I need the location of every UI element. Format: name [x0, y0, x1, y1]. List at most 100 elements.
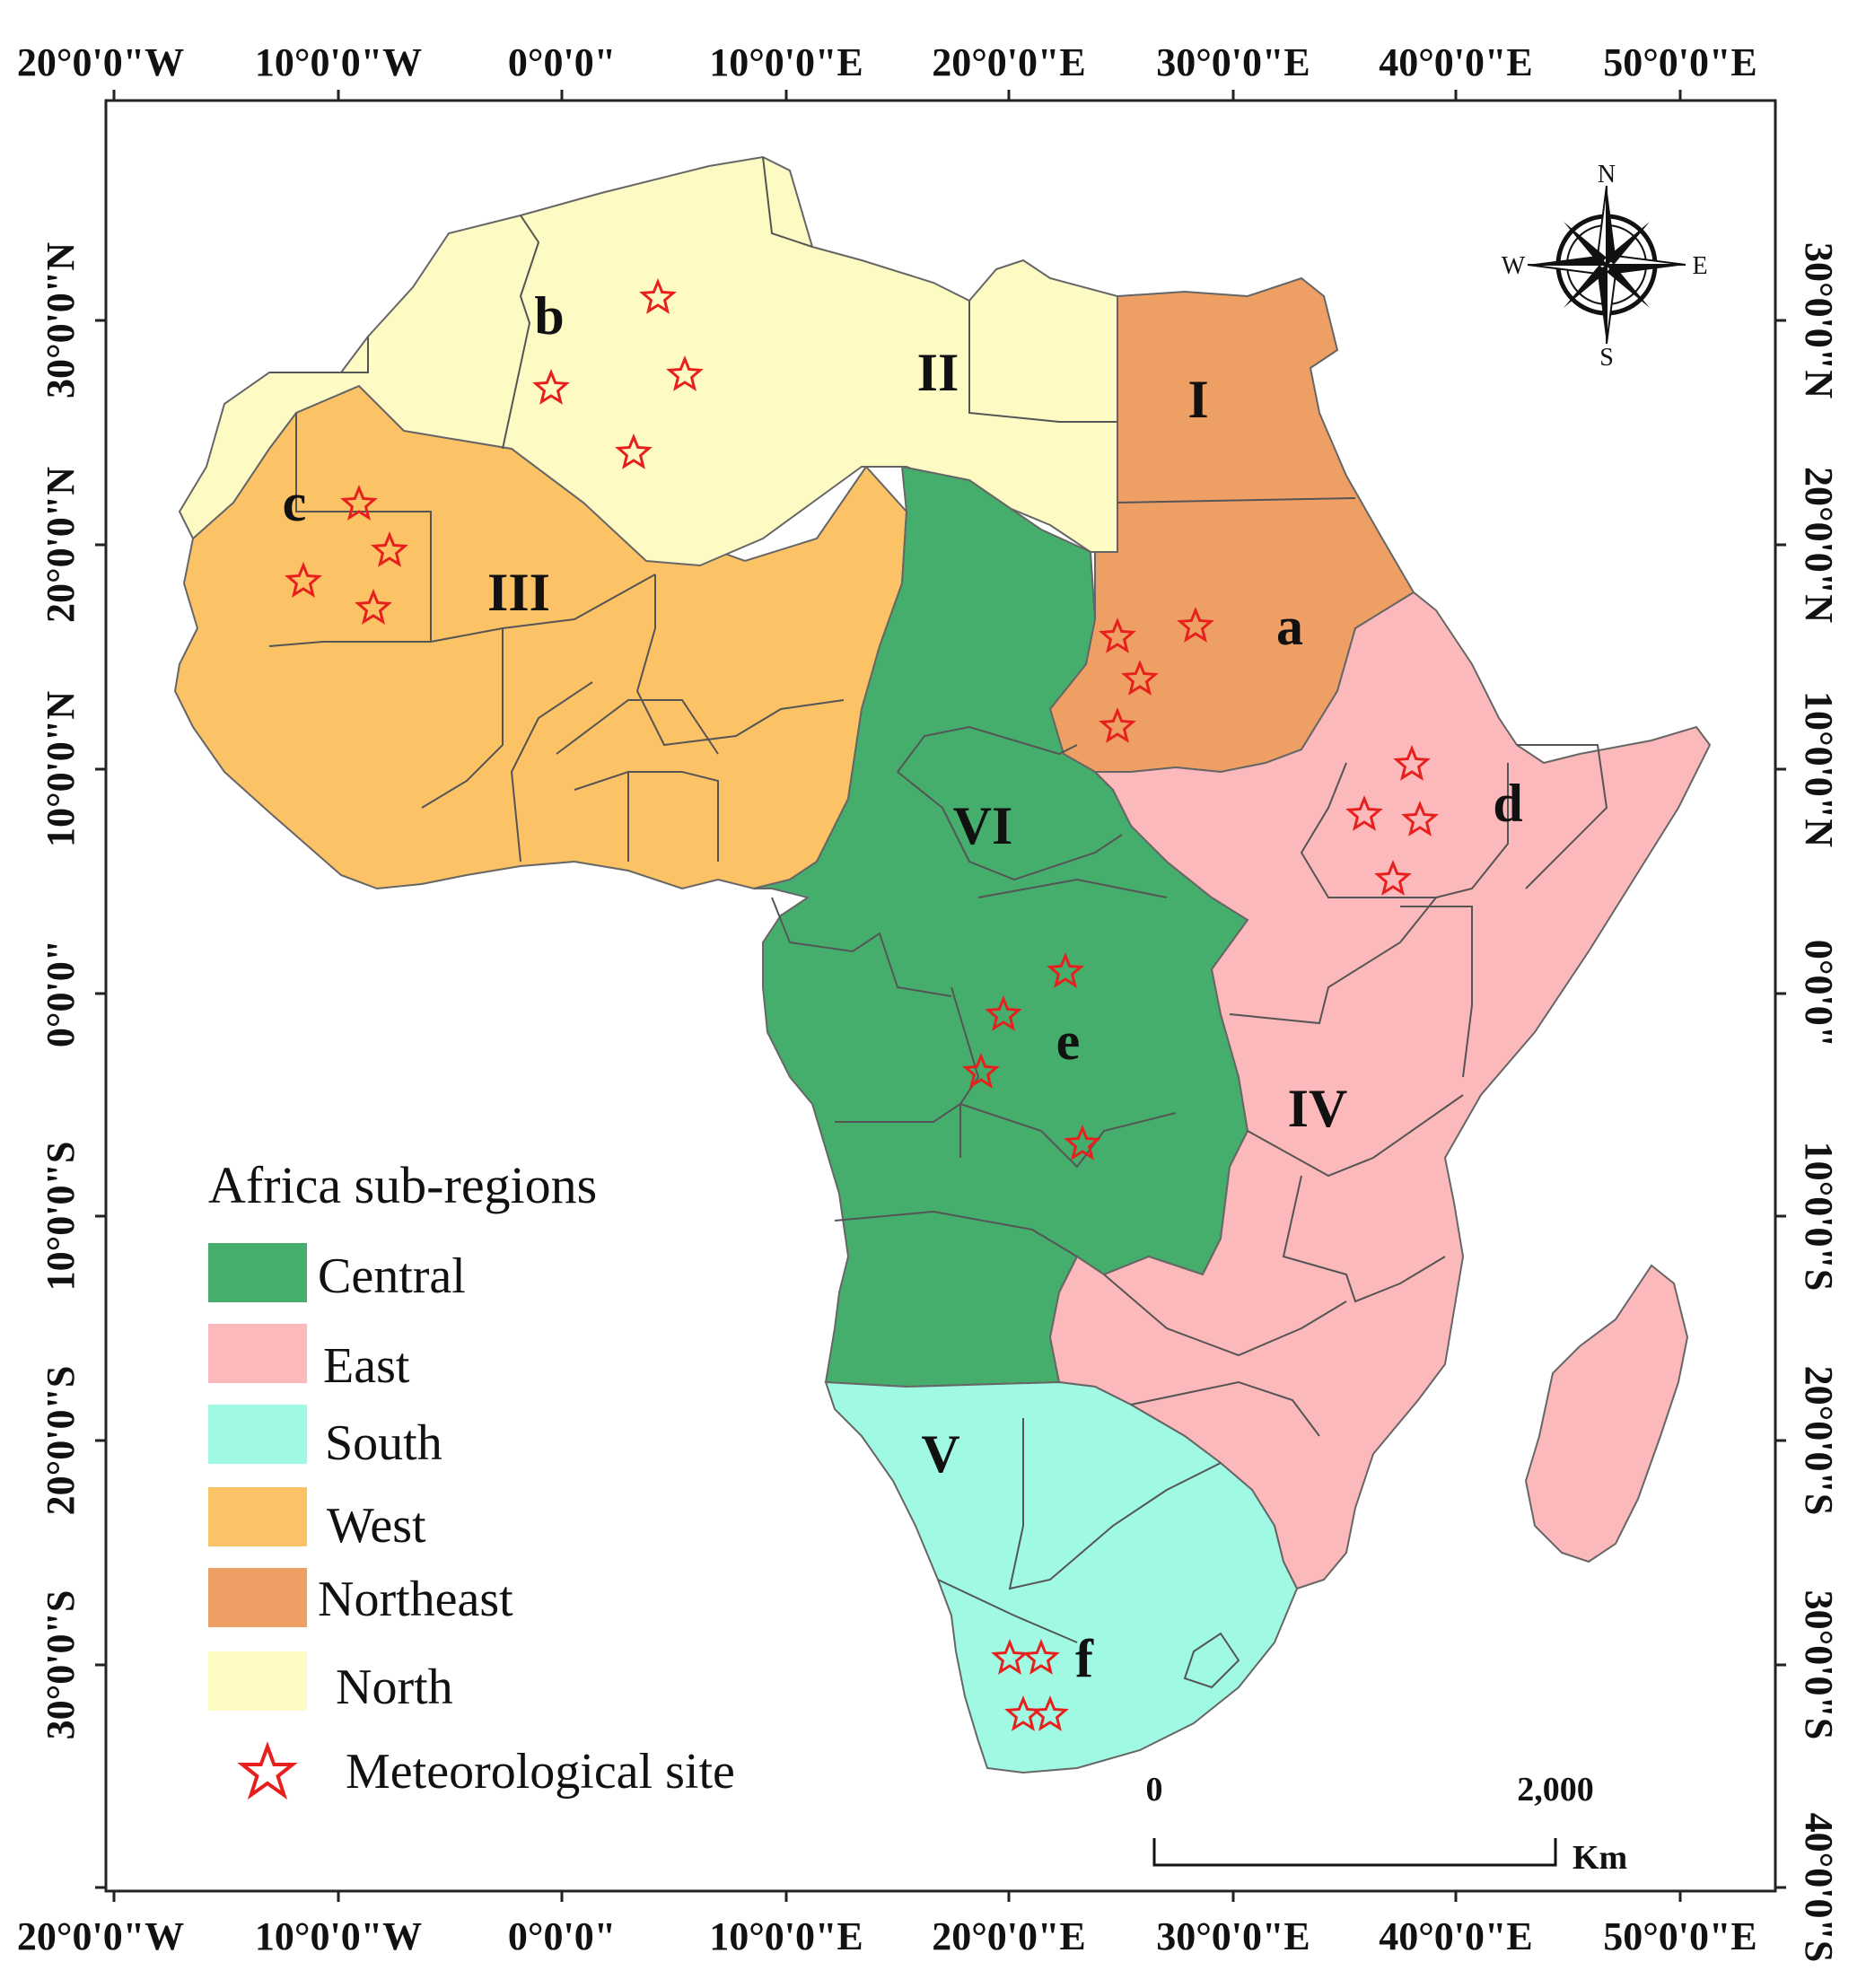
site-star-icon [615, 434, 653, 469]
site-star-icon [1374, 860, 1412, 896]
compass-rose: N S E W [1502, 161, 1708, 372]
left-tick-label: 0°0'0" [39, 940, 83, 1047]
site-star-icon [985, 995, 1022, 1031]
site-star-icon [1064, 1125, 1101, 1160]
scale-unit-label: Km [1573, 1839, 1627, 1877]
top-tick-label: 50°0'0"E [1603, 40, 1757, 84]
regions [173, 155, 1712, 1774]
left-tick-label: 30°0'0"S [39, 1590, 83, 1740]
region-labels: II I III VI IV V b a c e d f [283, 286, 1523, 1688]
right-tick-label: 20°0'0"N [1797, 467, 1841, 623]
top-tick-label: 10°0'0"E [709, 40, 863, 84]
site-star-icon [1099, 617, 1136, 653]
legend-site-label: Meteorological site [346, 1744, 735, 1800]
site-star-icon [1099, 707, 1136, 743]
bottom-tick-label: 10°0'0"E [709, 1914, 863, 1958]
top-tick-label: 10°0'0"W [255, 40, 422, 84]
bottom-axis-labels: 20°0'0"W 10°0'0"W 0°0'0" 10°0'0"E 20°0'0… [17, 1914, 1757, 1958]
region-label-letter: e [1056, 1012, 1081, 1071]
site-star-icon [1345, 795, 1383, 831]
region-label-letter: f [1075, 1629, 1094, 1688]
site-star-icon [340, 485, 378, 521]
left-tick-label: 20°0'0"S [39, 1366, 83, 1516]
right-axis-labels: 30°0'0"N 20°0'0"N 10°0'0"N 0°0'0" 10°0'0… [1797, 242, 1841, 1962]
legend-label: North [336, 1660, 453, 1715]
site-star-icon [666, 355, 704, 391]
legend-swatch [208, 1324, 307, 1383]
site-star-icon [639, 278, 677, 314]
compass-north-label: N [1598, 161, 1616, 188]
madagascar [1524, 1264, 1689, 1563]
scale-bar: 0 2,000 Km [1146, 1771, 1628, 1877]
legend-label: East [323, 1338, 410, 1394]
site-star-icon [1121, 660, 1159, 696]
right-tick-label: 30°0'0"N [1797, 242, 1841, 398]
right-tick-label: 10°0'0"S [1797, 1142, 1841, 1292]
left-axis-labels: 30°0'0"N 20°0'0"N 10°0'0"N 0°0'0" 10°0'0… [39, 242, 83, 1740]
scale-end-label: 2,000 [1517, 1771, 1594, 1808]
left-tick-label: 30°0'0"N [39, 242, 83, 398]
right-tick-label: 40°0'0"S [1797, 1813, 1841, 1963]
bottom-tick-label: 10°0'0"W [255, 1914, 422, 1958]
legend-swatch [208, 1568, 307, 1627]
legend-swatch [208, 1487, 307, 1546]
region-label-roman: IV [1288, 1079, 1348, 1138]
bottom-tick-label: 20°0'0"W [17, 1914, 184, 1958]
legend-label: Central [318, 1248, 466, 1304]
legend-star-icon [237, 1741, 298, 1800]
right-tick-label: 20°0'0"S [1797, 1366, 1841, 1516]
country-borders [268, 156, 1608, 1689]
legend: Africa sub-regions Central East South We… [208, 1156, 735, 1800]
right-tick-label: 0°0'0" [1797, 940, 1841, 1047]
site-star-icon [962, 1053, 1000, 1089]
right-tick-label: 30°0'0"S [1797, 1590, 1841, 1740]
bottom-tick-label: 20°0'0"E [932, 1914, 1086, 1958]
region-label-roman: I [1187, 370, 1208, 429]
top-axis-labels: 20°0'0"W 10°0'0"W 0°0'0" 10°0'0"E 20°0'0… [17, 40, 1757, 84]
top-tick-label: 30°0'0"E [1156, 40, 1310, 84]
site-star-icon [1401, 801, 1439, 836]
compass-south-label: S [1599, 344, 1614, 372]
site-star-icon [355, 589, 392, 625]
bottom-tick-label: 40°0'0"E [1379, 1914, 1533, 1958]
region-label-roman: V [921, 1424, 959, 1484]
site-star-icon [1022, 1639, 1060, 1675]
site-star-icon [991, 1639, 1029, 1675]
site-star-icon [371, 531, 408, 567]
legend-label: West [327, 1498, 426, 1554]
top-tick-label: 40°0'0"E [1379, 40, 1533, 84]
bottom-tick-label: 50°0'0"E [1603, 1914, 1757, 1958]
region-label-roman: VI [953, 796, 1013, 855]
site-star-icon [532, 369, 570, 405]
region-east [1048, 591, 1712, 1590]
left-tick-label: 20°0'0"N [39, 467, 83, 623]
scale-line [1152, 1838, 1557, 1867]
legend-label: South [325, 1415, 442, 1471]
bottom-tick-label: 0°0'0" [508, 1914, 616, 1958]
top-tick-label: 20°0'0"E [932, 40, 1086, 84]
region-label-roman: II [917, 343, 959, 402]
bottom-tick-label: 30°0'0"E [1156, 1914, 1310, 1958]
region-label-roman: III [487, 563, 550, 622]
right-tick-label: 10°0'0"N [1797, 691, 1841, 847]
legend-swatch [208, 1243, 307, 1302]
top-tick-label: 0°0'0" [508, 40, 616, 84]
left-tick-label: 10°0'0"N [39, 691, 83, 847]
region-label-letter: c [283, 473, 307, 532]
region-north [178, 155, 1118, 567]
compass-star-icon [1527, 185, 1686, 345]
site-star-icon [285, 562, 322, 598]
compass-west-label: W [1502, 252, 1526, 280]
frame-ticks [95, 90, 1786, 1902]
meteorological-sites [285, 278, 1439, 1731]
site-star-icon [1047, 952, 1084, 988]
region-label-letter: b [534, 286, 564, 346]
region-label-letter: a [1276, 597, 1303, 656]
legend-label: Northeast [318, 1572, 513, 1627]
legend-title: Africa sub-regions [208, 1156, 597, 1214]
scale-start-label: 0 [1146, 1771, 1163, 1808]
region-south [824, 1380, 1299, 1774]
legend-swatch [208, 1405, 307, 1464]
site-star-icon [1393, 745, 1431, 781]
left-tick-label: 10°0'0"S [39, 1142, 83, 1292]
